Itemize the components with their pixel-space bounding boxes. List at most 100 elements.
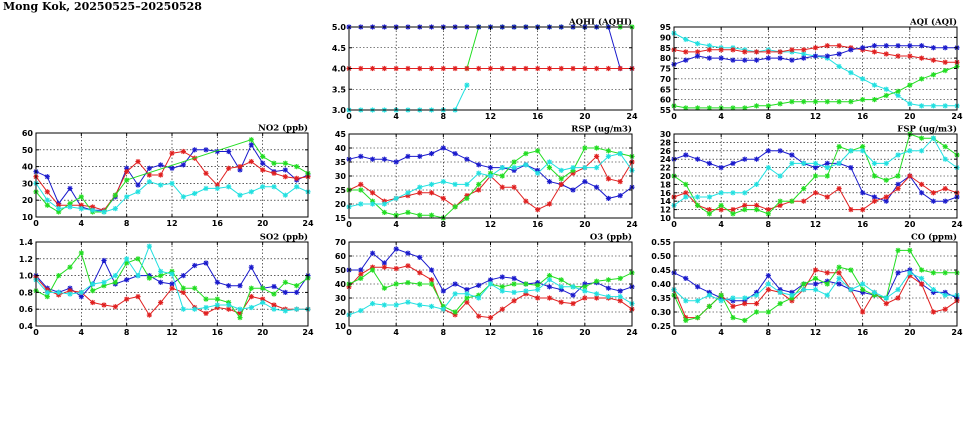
chart-co: 0 4 8 12 16 20 24 0.25 0.30 0.35 0.40 0.45 0.50 0.55 C…: [651, 232, 963, 338]
data-point: [777, 173, 783, 179]
data-point: [124, 296, 130, 302]
data-point: [582, 165, 588, 171]
data-point: [67, 185, 73, 192]
data-point: [169, 180, 175, 186]
data-point: [417, 190, 423, 196]
x-tick-label: 16: [857, 112, 869, 121]
data-point: [765, 287, 771, 293]
data-point: [683, 57, 689, 63]
data-point: [605, 195, 612, 201]
data-point: [765, 55, 771, 61]
data-point: [56, 273, 62, 279]
data-point: [101, 257, 107, 264]
data-point: [777, 289, 783, 295]
x-tick-label: 8: [766, 328, 772, 337]
y-tick-label: 1.4: [19, 238, 34, 247]
data-point: [683, 317, 689, 323]
data-point: [476, 313, 482, 319]
y-tick-label: 85: [660, 44, 672, 53]
data-point: [883, 160, 889, 166]
data-point: [180, 194, 186, 200]
data-point: [919, 275, 925, 281]
data-point: [558, 299, 564, 305]
data-point: [101, 279, 107, 285]
data-point: [393, 302, 399, 308]
y-tick-label: 4.0: [332, 65, 347, 74]
data-point: [605, 294, 612, 300]
data-point: [789, 198, 795, 204]
data-point: [260, 299, 266, 306]
data-point: [464, 65, 470, 72]
chart-title: RSP (ug/m3): [571, 124, 632, 135]
data-point: [428, 281, 435, 287]
data-point: [192, 262, 198, 269]
data-point: [907, 43, 913, 49]
data-point: [694, 194, 701, 200]
data-point: [683, 298, 689, 304]
data-point: [452, 181, 458, 187]
data-point: [883, 92, 889, 99]
data-point: [158, 273, 164, 279]
data-point: [883, 301, 889, 307]
data-point: [535, 148, 541, 154]
data-point: [848, 207, 854, 213]
data-point: [464, 156, 470, 162]
data-point: [594, 65, 600, 72]
data-point: [930, 45, 937, 51]
data-point: [56, 206, 62, 212]
data-point: [282, 289, 288, 295]
data-point: [44, 189, 50, 195]
y-tick-label: 60: [335, 252, 347, 261]
data-point: [930, 190, 937, 196]
data-point: [730, 47, 736, 53]
data-point: [777, 101, 783, 107]
data-point: [683, 194, 689, 200]
data-point: [730, 57, 736, 63]
x-tick-label: 0: [671, 220, 677, 229]
data-point: [146, 312, 152, 318]
data-point: [617, 275, 623, 281]
data-point: [919, 135, 925, 141]
data-point: [617, 65, 623, 72]
data-point: [358, 153, 364, 159]
data-point: [417, 281, 423, 287]
data-point: [942, 306, 948, 312]
data-point: [812, 190, 819, 196]
data-point: [381, 65, 387, 72]
data-point: [895, 152, 901, 158]
data-point: [848, 165, 854, 171]
data-point: [883, 194, 889, 200]
data-point: [282, 160, 288, 166]
x-tick-label: 8: [766, 112, 772, 121]
x-tick-label: 0: [346, 328, 352, 337]
y-tick-label: 95: [660, 23, 672, 32]
data-point: [90, 207, 96, 213]
data-point: [358, 275, 364, 281]
data-point: [801, 160, 807, 166]
data-point: [393, 195, 399, 201]
data-point: [358, 187, 364, 193]
data-point: [180, 148, 186, 155]
y-tick-label: 25: [335, 186, 347, 195]
data-point: [112, 304, 118, 310]
data-point: [101, 209, 107, 215]
data-point: [169, 150, 175, 156]
data-point: [836, 264, 842, 270]
data-point: [942, 45, 948, 51]
data-point: [511, 275, 517, 281]
data-point: [718, 55, 724, 61]
data-point: [570, 165, 576, 171]
data-point: [848, 99, 854, 105]
data-point: [860, 45, 866, 51]
data-point: [694, 53, 701, 59]
y-tick-label: 0.25: [651, 322, 671, 331]
data-point: [381, 302, 387, 308]
data-point: [942, 156, 948, 162]
y-tick-label: 50: [335, 266, 347, 275]
data-point: [942, 67, 948, 74]
data-point: [683, 49, 689, 55]
data-point: [393, 65, 399, 72]
data-point: [919, 190, 925, 196]
data-point: [860, 281, 866, 287]
data-point: [440, 179, 446, 185]
